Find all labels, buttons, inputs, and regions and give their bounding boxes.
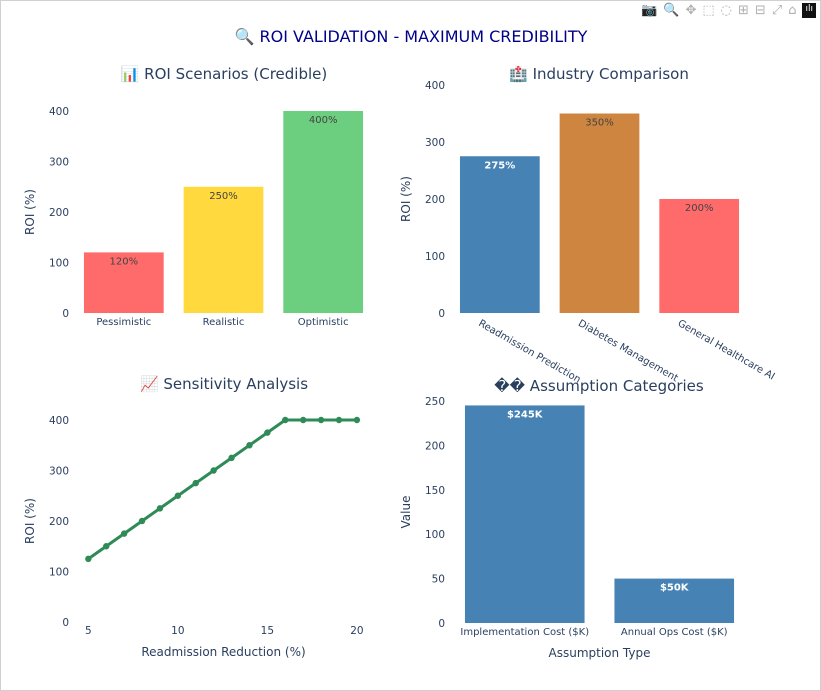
y-tick-label: 0 xyxy=(438,618,445,630)
bar[interactable] xyxy=(183,186,264,313)
x-tick-label: Implementation Cost ($K) xyxy=(460,627,589,638)
data-point[interactable] xyxy=(138,517,146,525)
y-axis-label: ROI (%) xyxy=(23,498,37,544)
data-point[interactable] xyxy=(228,454,235,462)
y-tick-label: 100 xyxy=(49,567,69,579)
data-label: 200% xyxy=(685,203,714,214)
y-tick-label: 300 xyxy=(425,137,445,149)
y-tick-label: 0 xyxy=(62,617,69,629)
data-label: 120% xyxy=(110,256,139,267)
zoom-icon[interactable]: 🔍 xyxy=(663,3,680,18)
data-point[interactable] xyxy=(85,555,92,563)
y-tick-label: 50 xyxy=(432,574,445,586)
data-label: 400% xyxy=(309,115,338,126)
y-tick-label: 250 xyxy=(425,396,445,408)
data-point[interactable] xyxy=(264,429,271,436)
series-line xyxy=(87,418,357,561)
bar[interactable] xyxy=(559,113,640,314)
x-tick-label: Optimistic xyxy=(298,317,349,328)
y-axis-label: ROI (%) xyxy=(23,189,37,235)
data-point[interactable] xyxy=(156,505,164,512)
data-point[interactable] xyxy=(103,543,110,550)
subplot-title: 📊 ROI Scenarios (Credible) xyxy=(121,65,328,83)
subplot-4: �� Assumption Categories 0 50 100 150 200 250 V… xyxy=(399,377,735,660)
y-tick-label: 0 xyxy=(62,308,69,320)
x-axis-label: Readmission Reduction (%) xyxy=(141,645,305,659)
y-axis-label: Value xyxy=(399,496,413,529)
subplot-title: 🏥 Industry Comparison xyxy=(509,65,689,83)
subplot-title: 📈 Sensitivity Analysis xyxy=(140,375,308,393)
x-tick-label: Pessimistic xyxy=(96,317,151,328)
data-label: 275% xyxy=(484,160,515,171)
data-point[interactable] xyxy=(317,416,325,424)
y-tick-label: 200 xyxy=(49,207,69,219)
y-tick-label: 100 xyxy=(425,529,445,541)
data-point[interactable] xyxy=(192,479,199,487)
x-tick-label: 5 xyxy=(85,625,92,637)
figure-title: 🔍 ROI VALIDATION - MAXIMUM CREDIBILITY xyxy=(235,26,588,46)
y-tick-label: 300 xyxy=(49,157,69,169)
x-tick-label: Realistic xyxy=(203,317,245,328)
camera-icon[interactable]: 📷 xyxy=(641,3,658,18)
data-point[interactable] xyxy=(282,416,289,424)
y-tick-label: 400 xyxy=(49,106,69,118)
x-tick-label: General Healthcare AI xyxy=(676,318,777,383)
x-tick-label: 10 xyxy=(171,625,184,637)
bar[interactable] xyxy=(83,252,164,313)
data-point[interactable] xyxy=(246,442,253,449)
modebar: 📷 🔍 ✥ ⬚ ◌ ⊞ ⊟ ⤢ ⌂ ılı xyxy=(641,3,816,18)
subplot-3: 📈 Sensitivity Analysis 0 100 200 300 400 ROI (… xyxy=(23,375,364,659)
subplot-2: 🏥 Industry Comparison 0 100 200 300 400 ROI (%… xyxy=(399,65,776,386)
zoom-out-icon[interactable]: ⊟ xyxy=(754,3,766,18)
data-point[interactable] xyxy=(299,416,307,424)
box-select-icon[interactable]: ⬚ xyxy=(702,3,715,18)
x-tick-label: Readmission Prediction xyxy=(476,318,582,386)
home-icon[interactable]: ⌂ xyxy=(788,3,797,18)
subplot-title: �� Assumption Categories xyxy=(494,377,704,395)
data-point[interactable] xyxy=(210,467,217,474)
zoom-in-icon[interactable]: ⊞ xyxy=(738,3,749,18)
x-tick-label: Diabetes Management xyxy=(576,318,680,384)
y-tick-label: 300 xyxy=(49,466,69,478)
data-point[interactable] xyxy=(120,530,128,537)
data-point[interactable] xyxy=(335,416,343,424)
y-tick-label: 200 xyxy=(49,516,69,528)
data-label: 350% xyxy=(585,118,614,129)
y-tick-label: 100 xyxy=(425,251,445,263)
y-tick-label: 400 xyxy=(425,80,445,92)
x-tick-label: 20 xyxy=(350,625,363,637)
data-label: $50K xyxy=(660,583,690,594)
data-label: 250% xyxy=(209,191,238,202)
x-tick-label: 15 xyxy=(261,625,274,637)
bar[interactable] xyxy=(464,405,585,623)
bar[interactable] xyxy=(459,156,540,313)
pan-icon[interactable]: ✥ xyxy=(685,3,697,18)
lasso-icon[interactable]: ◌ xyxy=(720,3,732,18)
subplot-1: 📊 ROI Scenarios (Credible) 0 100 200 300 400 R… xyxy=(23,65,364,328)
y-axis-label: ROI (%) xyxy=(399,176,413,222)
y-tick-label: 200 xyxy=(425,440,445,452)
bar[interactable] xyxy=(659,199,740,313)
data-label: $245K xyxy=(507,409,544,420)
plotly-logo-icon[interactable]: ılı xyxy=(802,3,816,18)
y-tick-label: 200 xyxy=(425,194,445,206)
bar[interactable] xyxy=(283,111,364,313)
y-tick-label: 400 xyxy=(49,415,69,427)
x-axis-label: Assumption Type xyxy=(549,646,651,660)
bar[interactable] xyxy=(614,578,735,623)
data-point[interactable] xyxy=(353,416,361,424)
data-point[interactable] xyxy=(174,492,182,499)
x-tick-label: Annual Ops Cost ($K) xyxy=(621,627,728,638)
y-tick-label: 150 xyxy=(425,485,445,497)
y-tick-label: 100 xyxy=(49,258,69,270)
y-tick-label: 0 xyxy=(438,308,445,320)
autoscale-icon[interactable]: ⤢ xyxy=(771,3,783,18)
